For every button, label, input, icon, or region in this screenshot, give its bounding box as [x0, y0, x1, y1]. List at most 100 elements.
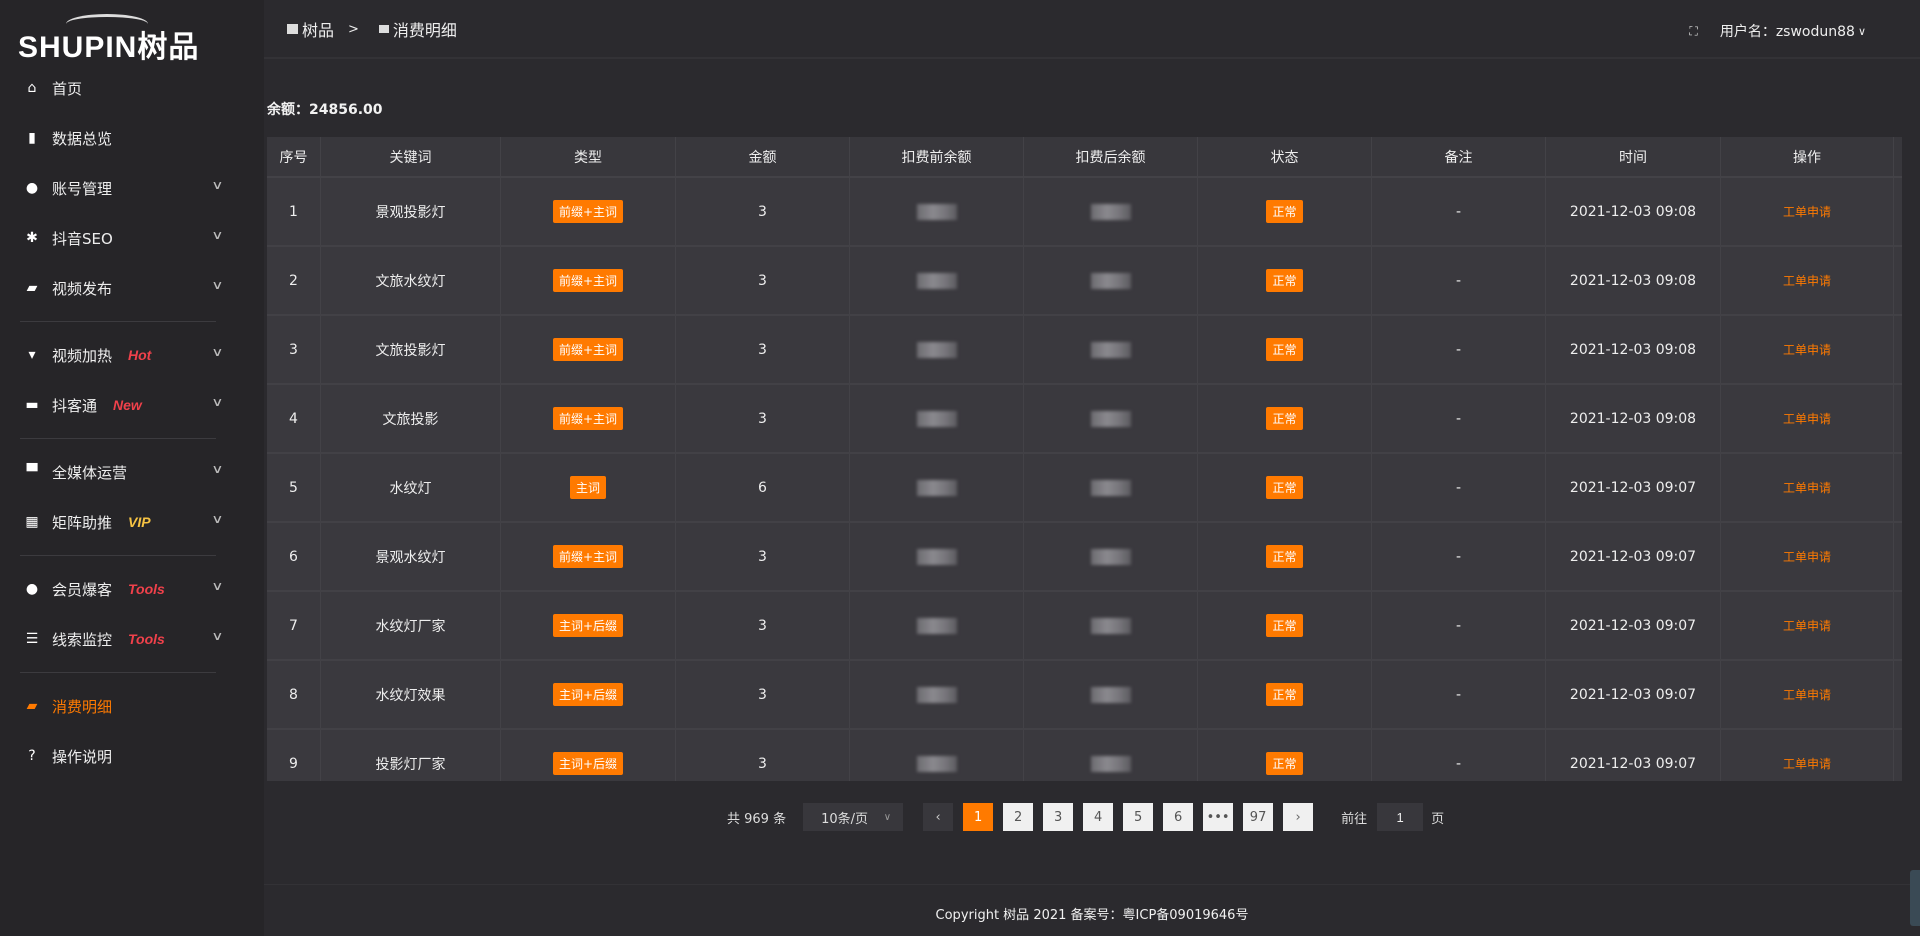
table-row: 1 景观投影灯 前缀+主词 3 正常 -2021-12-03 09:08 工单申请	[267, 178, 1902, 247]
sidebar-item-7[interactable]: ▬ 抖客通 New ∨	[0, 380, 264, 430]
blurred-value	[1090, 548, 1131, 565]
amount-cell: 3	[676, 385, 850, 452]
page-button-6[interactable]: 6	[1163, 803, 1194, 831]
blurred-value	[916, 617, 957, 634]
ticket-apply-link[interactable]: 工单申请	[1782, 481, 1831, 495]
page-size-select[interactable]: 10条/页 ∨	[803, 803, 904, 831]
balance-before-cell	[850, 661, 1024, 728]
amount-cell: 3	[676, 316, 850, 383]
type-badge: 前缀+主词	[552, 338, 624, 361]
chevron-down-icon[interactable]: ∨	[1857, 24, 1866, 38]
blurred-value	[916, 548, 957, 565]
side-widget-tab[interactable]	[1910, 870, 1920, 926]
balance-before-cell	[850, 454, 1024, 521]
page-button-97[interactable]: 97	[1243, 803, 1274, 831]
chevron-down-icon[interactable]: ∨	[211, 228, 224, 242]
keyword-cell: 景观投影灯	[321, 178, 501, 245]
sidebar-item-9[interactable]: ▦ 矩阵助推 VIP ∨	[0, 497, 264, 547]
ticket-apply-link[interactable]: 工单申请	[1782, 343, 1831, 357]
amount-cell: 3	[676, 178, 850, 245]
sidebar-item-6[interactable]: ▾ 视频加热 Hot ∨	[0, 330, 264, 380]
ticket-apply-link[interactable]: 工单申请	[1782, 619, 1831, 633]
table-row: 2 文旅水纹灯 前缀+主词 3 正常 -2021-12-03 09:08 工单申请	[267, 247, 1902, 316]
row-number: 3	[267, 316, 321, 383]
chevron-down-icon[interactable]: ∨	[211, 178, 224, 192]
action-cell: 工单申请	[1721, 730, 1894, 781]
type-badge: 主词+后缀	[552, 683, 624, 706]
table-header: 序号 关键词 类型 金额 扣费前余额 扣费后余额 状态 备注 时间 操作	[267, 137, 1902, 178]
sidebar-item-13[interactable]: ? 操作说明	[0, 731, 264, 781]
goto-page-input[interactable]	[1377, 803, 1424, 831]
column-header: 状态	[1198, 137, 1372, 176]
logo-arc	[66, 14, 148, 34]
balance-after-cell	[1024, 247, 1198, 314]
sidebar-item-1[interactable]: ⌂ 首页	[0, 63, 264, 113]
time-cell: 2021-12-03 09:07	[1546, 523, 1721, 590]
chevron-down-icon[interactable]: ∨	[211, 512, 224, 526]
note-cell: -	[1372, 523, 1546, 590]
chevron-down-icon[interactable]: ∨	[211, 629, 224, 643]
chevron-down-icon[interactable]: ∨	[211, 278, 224, 292]
more-pages-button[interactable]: •••	[1203, 803, 1234, 831]
note-cell: -	[1372, 385, 1546, 452]
blurred-value	[916, 203, 957, 220]
ticket-apply-link[interactable]: 工单申请	[1782, 757, 1831, 771]
chevron-down-icon[interactable]: ∨	[211, 462, 224, 476]
fullscreen-icon[interactable]: ⛶	[1689, 23, 1698, 38]
time-cell: 2021-12-03 09:08	[1546, 316, 1721, 383]
note-cell: -	[1372, 247, 1546, 314]
balance-after-cell	[1024, 178, 1198, 245]
type-cell: 主词+后缀	[501, 730, 676, 781]
blurred-value	[916, 341, 957, 358]
prev-page-button[interactable]: ‹	[923, 803, 954, 831]
page-button-2[interactable]: 2	[1003, 803, 1034, 831]
sidebar-item-2[interactable]: ▮ 数据总览	[0, 113, 264, 163]
chevron-down-icon[interactable]: ∨	[211, 345, 224, 359]
ticket-apply-link[interactable]: 工单申请	[1782, 550, 1831, 564]
table-row: 8 水纹灯效果 主词+后缀 3 正常 -2021-12-03 09:07 工单申请	[267, 661, 1902, 730]
status-cell: 正常	[1198, 247, 1372, 314]
balance-before-cell	[850, 247, 1024, 314]
sidebar-divider	[20, 672, 216, 673]
status-cell: 正常	[1198, 730, 1372, 781]
sidebar-item-11[interactable]: ☰ 线索监控 Tools ∨	[0, 614, 264, 664]
next-page-button[interactable]: ›	[1283, 803, 1314, 831]
ticket-apply-link[interactable]: 工单申请	[1782, 205, 1831, 219]
breadcrumb: 树品 > 消费明细	[287, 17, 457, 41]
logo[interactable]: SHUPIN树品	[18, 10, 228, 64]
status-cell: 正常	[1198, 592, 1372, 659]
table-body[interactable]: 1 景观投影灯 前缀+主词 3 正常 -2021-12-03 09:08 工单申请 2 文旅水纹…	[267, 178, 1902, 781]
username[interactable]: 用户名：zswodun88	[1719, 24, 1855, 40]
consumption-table: 序号 关键词 类型 金额 扣费前余额 扣费后余额 状态 备注 时间 操作 1 景观投影灯 前缀+主词 3…	[267, 137, 1902, 781]
sidebar-item-8[interactable]: ▀ 全媒体运营 ∨	[0, 447, 264, 497]
breadcrumb-home[interactable]: 树品	[302, 21, 335, 40]
sidebar-item-label: 抖客通	[52, 396, 98, 415]
sidebar-item-3[interactable]: ● 账号管理 ∨	[0, 163, 264, 213]
sidebar-menu: ⌂ 首页 ▮ 数据总览 ● 账号管理 ∨ ✱ 抖音SEO ∨ ▰ 视频发布 ∨ ▾ 视频加热 Hot ∨ ▬ 抖客通…	[0, 63, 264, 781]
page-button-4[interactable]: 4	[1083, 803, 1114, 831]
page-button-3[interactable]: 3	[1043, 803, 1074, 831]
chevron-down-icon[interactable]: ∨	[211, 579, 224, 593]
sidebar-item-label: 线索监控	[52, 630, 113, 649]
sidebar-item-4[interactable]: ✱ 抖音SEO ∨	[0, 213, 264, 263]
sidebar-item-10[interactable]: ● 会员爆客 Tools ∨	[0, 564, 264, 614]
top-header: 树品 > 消费明细 ⛶ 用户名：zswodun88 ∨	[264, 0, 1920, 59]
sidebar-item-5[interactable]: ▰ 视频发布 ∨	[0, 263, 264, 313]
column-header: 扣费前余额	[850, 137, 1024, 176]
status-badge: 正常	[1266, 338, 1303, 361]
wallet-icon	[378, 25, 389, 33]
user-menu[interactable]: ⛶ 用户名：zswodun88 ∨	[1689, 21, 1866, 41]
ticket-apply-link[interactable]: 工单申请	[1782, 274, 1831, 288]
type-cell: 前缀+主词	[501, 523, 676, 590]
sidebar: SHUPIN树品 ⌂ 首页 ▮ 数据总览 ● 账号管理 ∨ ✱ 抖音SEO ∨ ▰ 视频发布 ∨ ▾ 视频加…	[0, 0, 264, 936]
sidebar-item-12[interactable]: ▰ 消费明细	[0, 681, 264, 731]
balance-after-cell	[1024, 523, 1198, 590]
page-button-1[interactable]: 1	[963, 803, 994, 831]
page-button-5[interactable]: 5	[1123, 803, 1154, 831]
type-badge: 主词+后缀	[552, 752, 624, 775]
balance-after-cell	[1024, 454, 1198, 521]
type-cell: 主词+后缀	[501, 592, 676, 659]
chevron-down-icon[interactable]: ∨	[211, 395, 224, 409]
ticket-apply-link[interactable]: 工单申请	[1782, 688, 1831, 702]
ticket-apply-link[interactable]: 工单申请	[1782, 412, 1831, 426]
